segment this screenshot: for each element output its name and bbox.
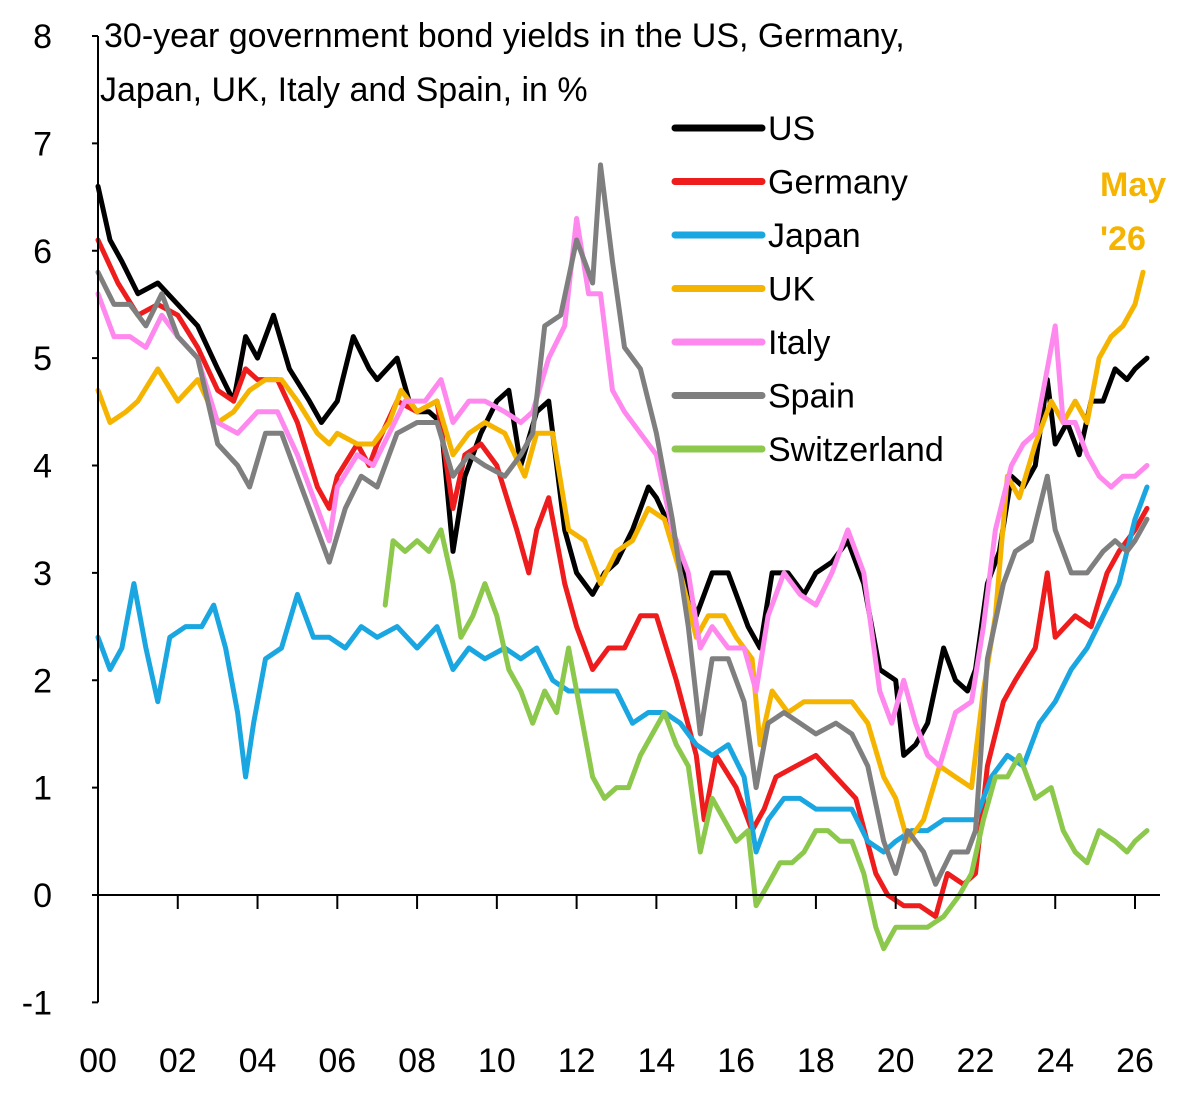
series-line-switzerland <box>382 527 1150 952</box>
annotation-line-2: '26 <box>1100 220 1146 258</box>
x-axis-ticks: 00 02 04 06 08 10 12 14 16 18 20 22 24 26 <box>79 895 1154 1080</box>
y-tick-label: 6 <box>33 233 52 271</box>
y-tick-label: 7 <box>33 125 52 163</box>
x-tick-label: 22 <box>957 1042 995 1080</box>
chart-title-line-2: Japan, UK, Italy and Spain, in % <box>100 71 588 109</box>
legend: US Germany Japan UK Italy Spain Switzerland <box>671 110 944 469</box>
legend-label-uk: UK <box>768 271 816 309</box>
y-axis-ticks: -1 0 1 2 3 4 5 6 7 8 <box>22 18 98 1022</box>
plot-lines <box>95 162 1150 952</box>
y-tick-label: 1 <box>33 770 52 808</box>
x-tick-label: 00 <box>79 1042 117 1080</box>
x-tick-label: 14 <box>637 1042 675 1080</box>
legend-label-us: US <box>768 110 815 148</box>
x-tick-label: 16 <box>717 1042 755 1080</box>
x-tick-label: 18 <box>797 1042 835 1080</box>
axes <box>97 36 1160 1003</box>
series-line-italy <box>95 216 1150 769</box>
y-tick-label: 4 <box>33 448 52 486</box>
legend-label-japan: Japan <box>768 217 861 255</box>
x-tick-label: 12 <box>558 1042 596 1080</box>
x-tick-label: 04 <box>239 1042 277 1080</box>
x-tick-label: 20 <box>877 1042 915 1080</box>
annotation-line-1: May <box>1100 166 1166 204</box>
series-line-germany <box>95 237 1150 919</box>
series-line-japan <box>95 484 1150 855</box>
x-tick-label: 10 <box>478 1042 516 1080</box>
x-tick-label: 26 <box>1116 1042 1154 1080</box>
chart-title-line-1: 30-year government bond yields in the US… <box>104 17 905 55</box>
x-tick-label: 08 <box>398 1042 436 1080</box>
y-tick-label: -1 <box>22 984 52 1022</box>
series-line-spain <box>95 162 1150 887</box>
chart-title: 30-year government bond yields in the US… <box>100 17 905 109</box>
x-tick-label: 06 <box>318 1042 356 1080</box>
y-tick-label: 0 <box>33 877 52 915</box>
x-tick-label: 02 <box>159 1042 197 1080</box>
may-26-annotation: May '26 <box>1100 166 1166 258</box>
x-tick-label: 24 <box>1036 1042 1074 1080</box>
series-line-uk <box>95 269 1146 844</box>
y-tick-label: 2 <box>33 662 52 700</box>
legend-label-spain: Spain <box>768 378 855 416</box>
y-tick-label: 8 <box>33 18 52 56</box>
y-tick-label: 3 <box>33 555 52 593</box>
legend-label-italy: Italy <box>768 324 830 362</box>
y-tick-label: 5 <box>33 340 52 378</box>
legend-label-germany: Germany <box>768 164 908 202</box>
legend-label-switzerland: Switzerland <box>768 431 944 469</box>
